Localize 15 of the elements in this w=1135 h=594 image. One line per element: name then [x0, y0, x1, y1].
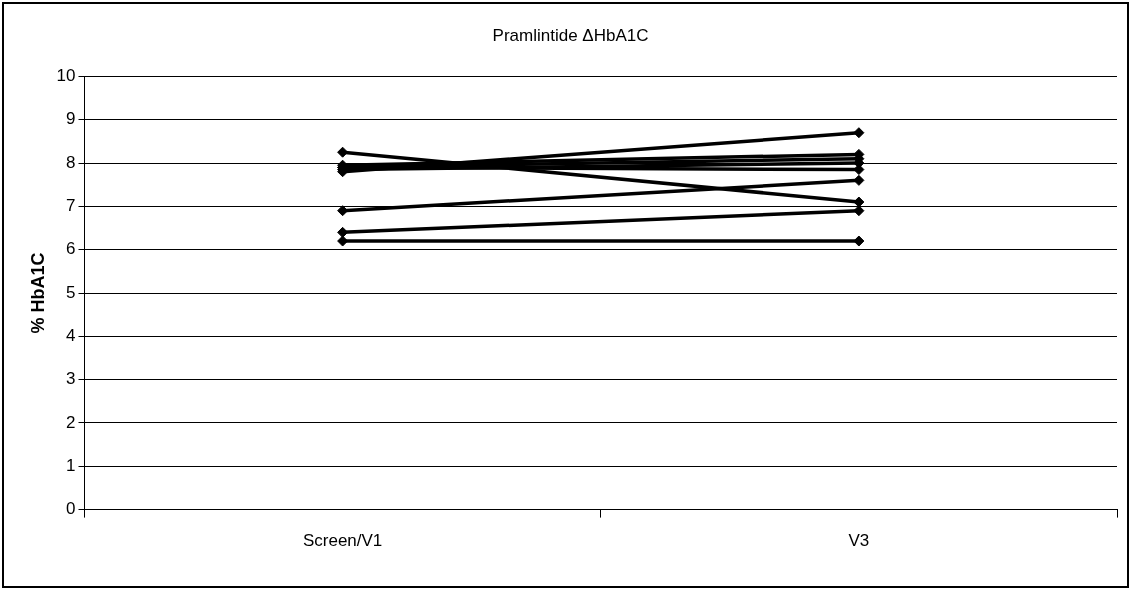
x-tick-label: V3	[848, 531, 870, 551]
y-tick-label: 6	[66, 239, 76, 259]
y-tick-label: 3	[66, 369, 76, 389]
y-tick-label: 8	[66, 152, 76, 172]
y-tick-label: 4	[66, 326, 76, 346]
y-tick-label: 0	[66, 499, 76, 519]
y-tick-label: 1	[66, 455, 76, 475]
y-tick-label: 10	[56, 66, 76, 86]
y-tick-label: 5	[66, 282, 76, 302]
chart-title: Pramlintide ΔHbA1C	[492, 25, 649, 45]
y-tick-label: 2	[66, 412, 76, 432]
y-tick-label: 7	[66, 196, 76, 216]
x-tick-label: Screen/V1	[302, 531, 383, 551]
y-axis-title: % HbA1C	[27, 252, 48, 334]
y-tick-label: 9	[66, 109, 76, 129]
